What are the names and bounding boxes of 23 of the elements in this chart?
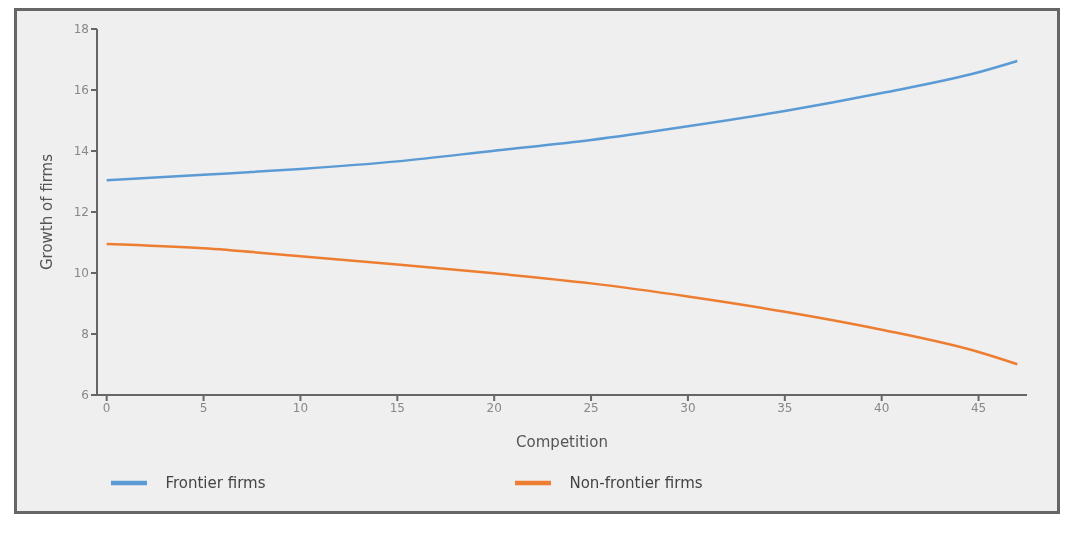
y-tick-label: 8: [81, 327, 89, 342]
x-tick-label: 45: [970, 400, 987, 415]
x-tick-label: 40: [874, 400, 890, 415]
legend-label: Frontier firms: [165, 473, 266, 492]
y-tick-label: 6: [81, 388, 89, 403]
x-tick-label: 15: [389, 400, 405, 415]
x-axis-title: Competition: [516, 433, 608, 451]
line-series: [105, 242, 1019, 366]
x-tick-label: 25: [583, 400, 599, 415]
x-tick-label: 30: [680, 400, 696, 415]
y-tick-label: 14: [73, 144, 89, 159]
y-tick-label: 18: [73, 22, 89, 37]
y-tick-label: 16: [73, 83, 89, 98]
legend-label: Non-frontier firms: [569, 473, 703, 492]
x-tick-label: 10: [292, 400, 309, 415]
x-tick-label: 5: [199, 400, 208, 415]
line-series: [105, 59, 1019, 182]
y-tick-label: 12: [73, 205, 89, 220]
x-tick-label: 35: [777, 400, 793, 415]
x-tick-label: 0: [102, 400, 111, 415]
y-tick-label: 10: [73, 266, 89, 281]
y-axis-title: Growth of firms: [38, 153, 57, 271]
x-tick-label: 20: [486, 400, 502, 415]
